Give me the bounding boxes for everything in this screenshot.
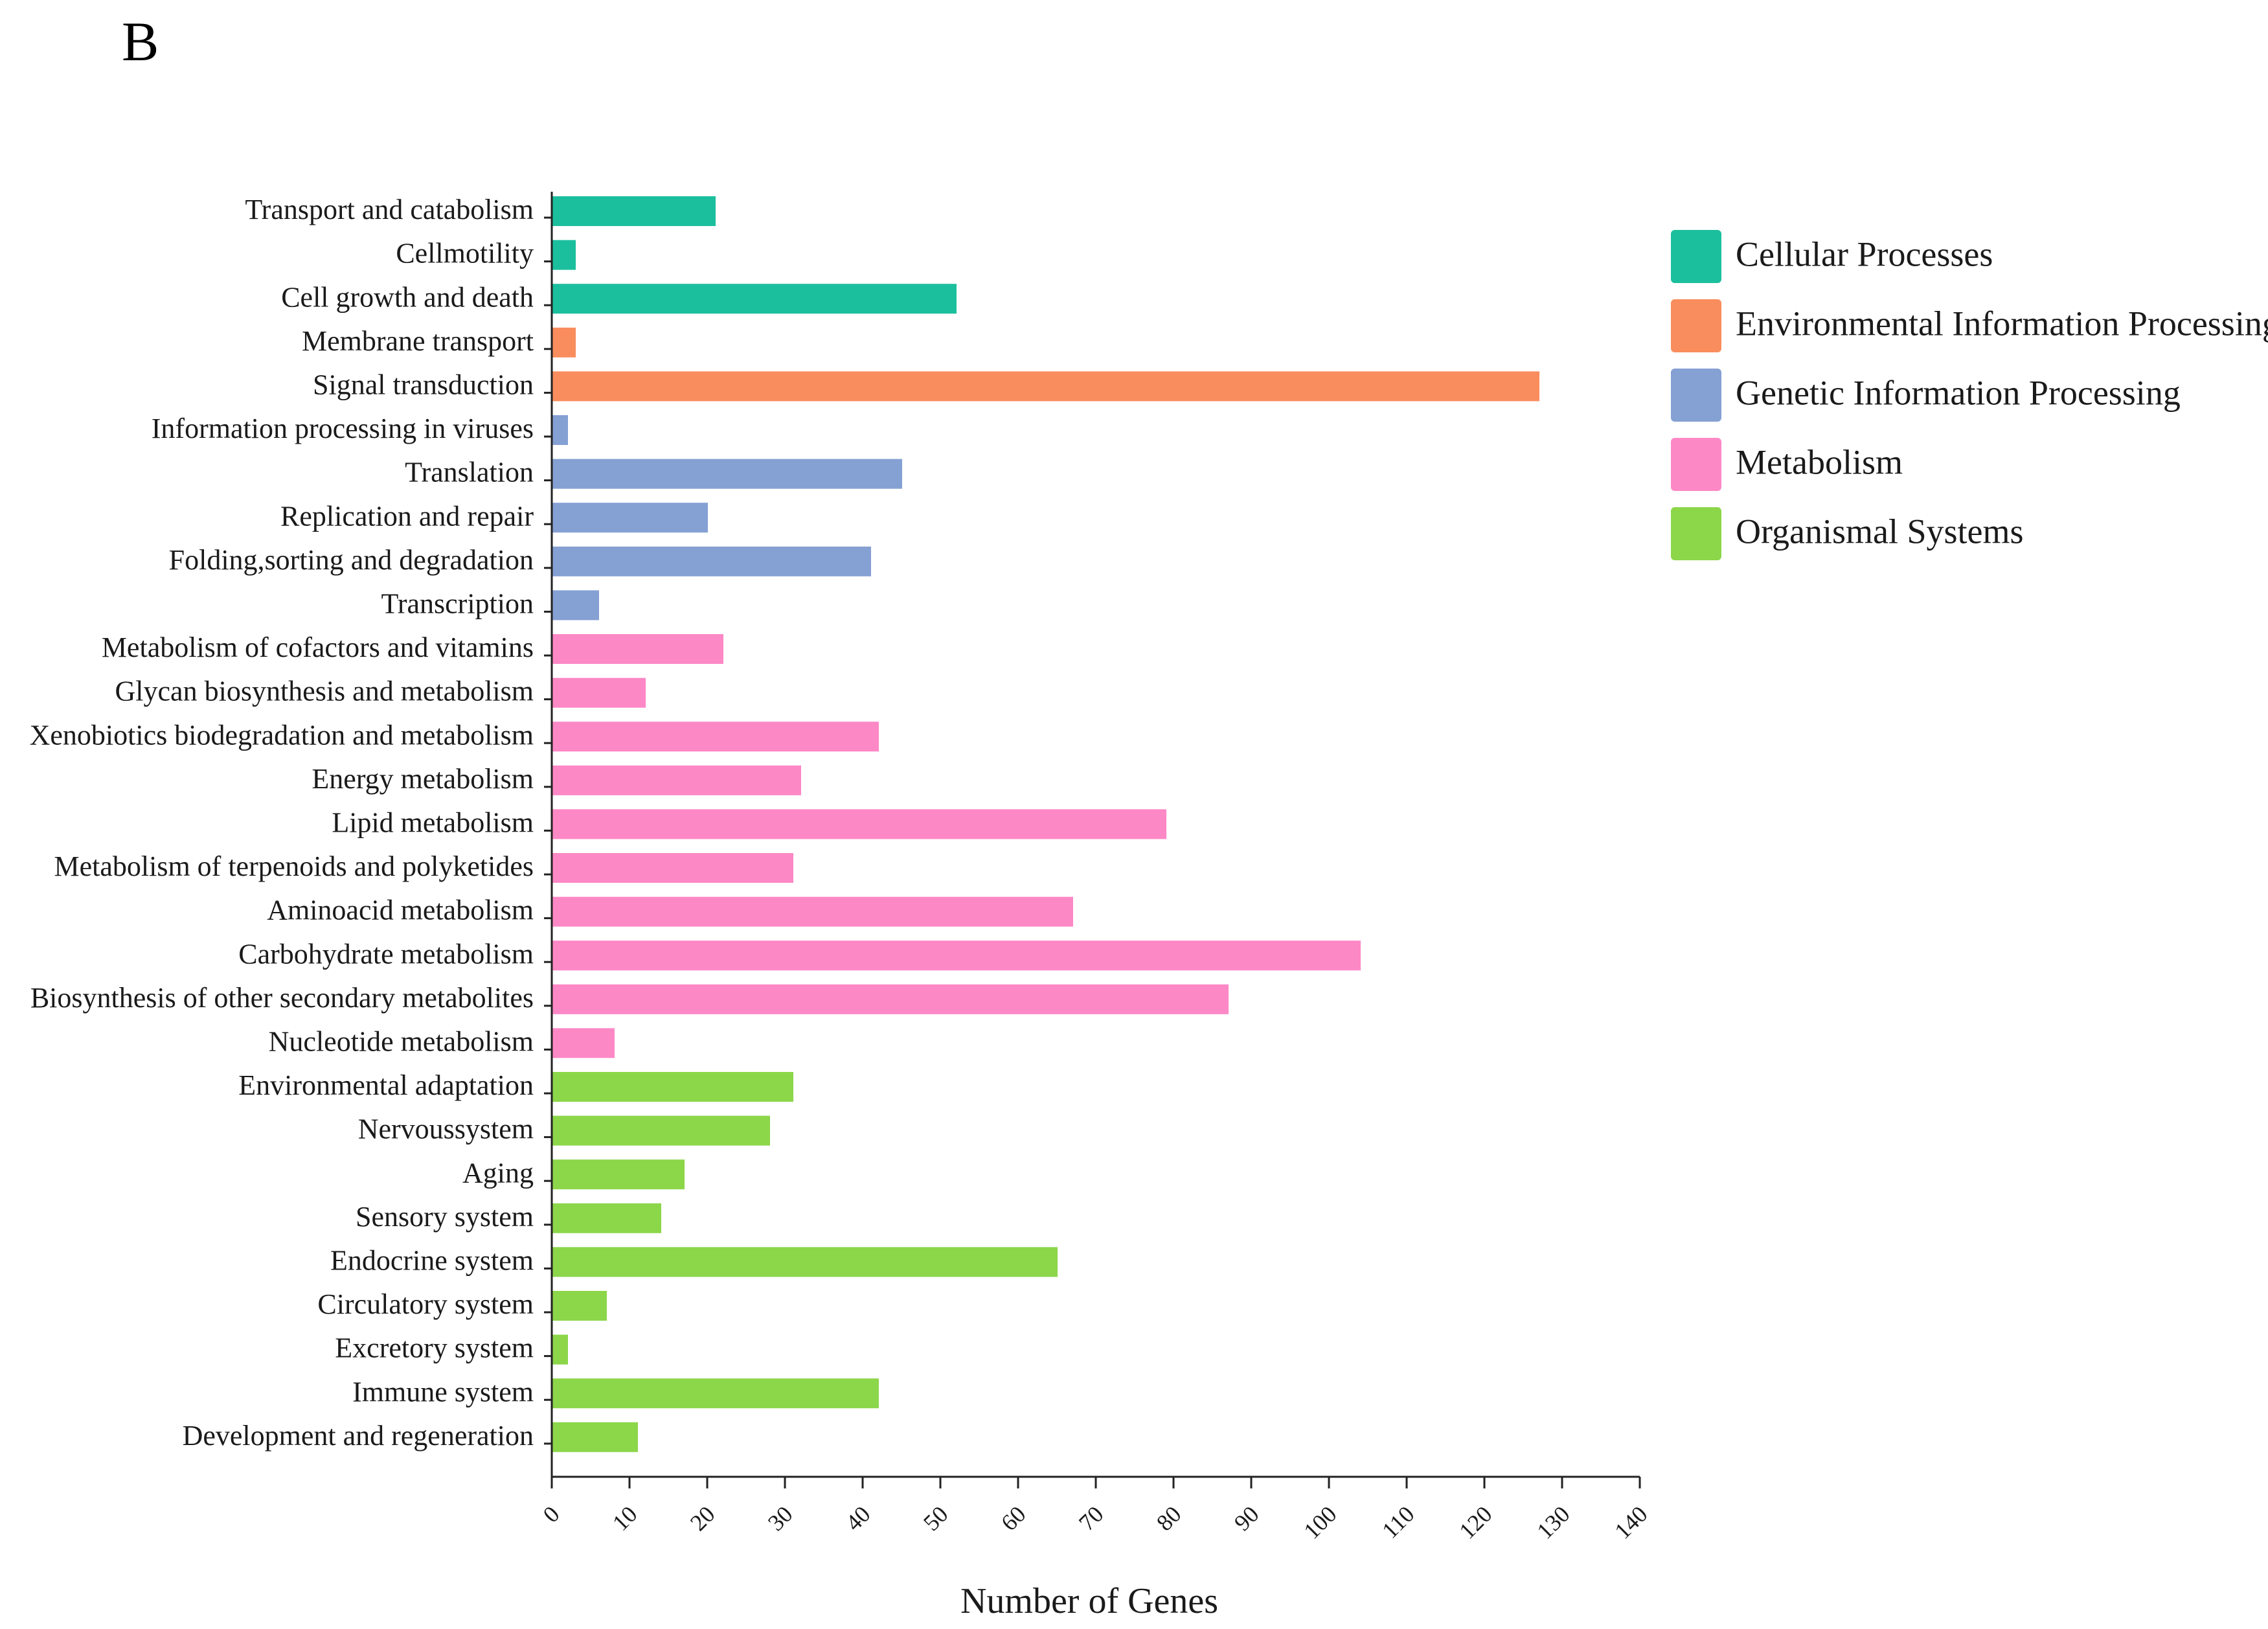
x-tick-label: 0 — [538, 1501, 565, 1527]
bar — [552, 327, 576, 358]
category-label: Nucleotide metabolism — [269, 1025, 534, 1057]
bar — [552, 1334, 568, 1365]
category-label: Lipid metabolism — [332, 806, 534, 838]
bar — [552, 765, 801, 795]
category-label: Endocrine system — [330, 1244, 534, 1276]
panel-label: B — [122, 10, 159, 73]
x-tick-label: 40 — [841, 1501, 876, 1536]
category-label: Signal transduction — [313, 369, 534, 400]
bar — [552, 678, 646, 708]
category-label: Biosynthesis of other secondary metaboli… — [30, 982, 534, 1014]
legend-swatch — [1671, 369, 1721, 422]
category-label: Transcription — [381, 587, 534, 619]
bar — [552, 984, 1229, 1014]
bar — [552, 1378, 879, 1409]
x-tick-label: 100 — [1298, 1501, 1341, 1544]
category-label: Transport and catabolism — [245, 194, 534, 225]
legend-swatch — [1671, 230, 1721, 283]
category-label: Cellmotility — [396, 238, 534, 269]
category-label: Immune system — [352, 1376, 534, 1407]
category-label: Cell growth and death — [281, 281, 534, 313]
x-tick-label: 110 — [1377, 1501, 1420, 1544]
x-tick-label: 60 — [996, 1501, 1031, 1536]
category-label: Carbohydrate metabolism — [238, 938, 534, 970]
category-label: Environmental adaptation — [238, 1069, 534, 1101]
category-label: Sensory system — [356, 1201, 534, 1233]
x-tick-label: 10 — [607, 1501, 642, 1536]
legend-label: Environmental Information Processing — [1736, 304, 2268, 343]
legend: Cellular Processes Environmental Informat… — [1671, 230, 2268, 560]
category-label: Development and regeneration — [183, 1420, 534, 1452]
bar — [552, 240, 576, 270]
category-label: Metabolism of terpenoids and polyketides — [54, 850, 534, 882]
category-label: Excretory system — [335, 1332, 534, 1364]
category-label: Membrane transport — [302, 325, 534, 357]
bar — [552, 940, 1361, 971]
category-label: Circulatory system — [317, 1288, 534, 1320]
bar — [552, 1203, 661, 1233]
x-tick-label: 140 — [1609, 1501, 1652, 1544]
legend-label: Metabolism — [1736, 442, 1903, 481]
category-label: Aging — [462, 1157, 534, 1189]
x-tick-label: 130 — [1532, 1501, 1574, 1544]
legend-label: Organismal Systems — [1736, 512, 2024, 551]
x-axis-title: Number of Genes — [960, 1581, 1218, 1621]
bar — [552, 459, 902, 489]
bars-layer — [552, 196, 1539, 1452]
x-tick-label: 90 — [1229, 1501, 1264, 1536]
legend-label: Cellular Processes — [1736, 234, 1993, 273]
x-tick-label: 30 — [763, 1501, 798, 1536]
bar — [552, 371, 1539, 402]
bar — [552, 1115, 770, 1146]
x-tick-label: 120 — [1454, 1501, 1497, 1544]
bar — [552, 634, 723, 664]
bar — [552, 284, 957, 314]
bar — [552, 1028, 615, 1058]
bar — [552, 1072, 793, 1102]
bar — [552, 1422, 638, 1452]
bar — [552, 1247, 1058, 1277]
x-tick-label: 20 — [685, 1501, 720, 1536]
category-label: Folding,sorting and degradation — [169, 544, 534, 576]
category-label: Metabolism of cofactors and vitamins — [102, 632, 534, 663]
bar — [552, 1159, 685, 1190]
category-label: Aminoacid metabolism — [267, 894, 534, 926]
bar — [552, 722, 879, 752]
category-label: Translation — [405, 457, 534, 488]
x-tick-label: 80 — [1151, 1501, 1186, 1536]
legend-swatch — [1671, 438, 1721, 491]
bar — [552, 196, 716, 226]
category-labels: Transport and catabolism Cellmotility Cell… — [30, 194, 534, 1452]
bar — [552, 853, 793, 883]
legend-swatch — [1671, 507, 1721, 560]
category-label: Replication and repair — [280, 500, 534, 532]
category-label: Nervoussystem — [358, 1113, 534, 1145]
category-label: Energy metabolism — [312, 763, 534, 795]
category-label: Xenobiotics biodegradation and metabolis… — [30, 719, 534, 751]
legend-label: Genetic Information Processing — [1736, 373, 2181, 412]
x-tick-label: 70 — [1074, 1501, 1109, 1536]
category-label: Information processing in viruses — [152, 413, 534, 444]
bar — [552, 503, 708, 533]
bar — [552, 415, 568, 445]
legend-swatch — [1671, 299, 1721, 352]
bar — [552, 590, 599, 621]
category-label: Glycan biosynthesis and metabolism — [115, 676, 534, 707]
bar — [552, 546, 871, 576]
bar — [552, 1291, 607, 1321]
x-tick-label: 50 — [918, 1501, 953, 1536]
bar — [552, 896, 1073, 927]
x-axis-ticks: 0 10 20 30 40 50 60 70 80 90 100 110 120 130 140 — [538, 1477, 1653, 1544]
bar — [552, 809, 1166, 839]
